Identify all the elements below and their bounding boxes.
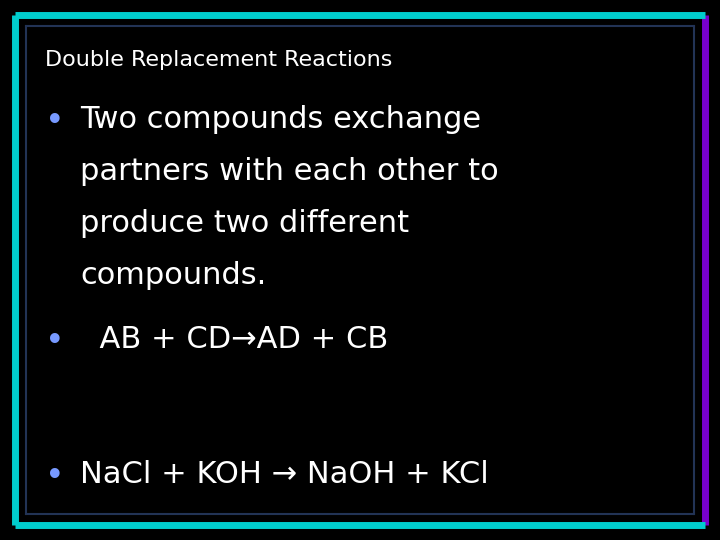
Text: produce two different: produce two different [80, 209, 409, 238]
Text: partners with each other to: partners with each other to [80, 157, 499, 186]
Text: compounds.: compounds. [80, 261, 266, 290]
Text: Two compounds exchange: Two compounds exchange [80, 105, 481, 134]
Text: AB + CD→AD + CB: AB + CD→AD + CB [80, 325, 388, 354]
Text: •: • [45, 325, 65, 358]
Text: Double Replacement Reactions: Double Replacement Reactions [45, 50, 392, 70]
Text: •: • [45, 105, 65, 138]
Text: NaCl + KOH → NaOH + KCl: NaCl + KOH → NaOH + KCl [80, 460, 489, 489]
Text: •: • [45, 460, 65, 493]
